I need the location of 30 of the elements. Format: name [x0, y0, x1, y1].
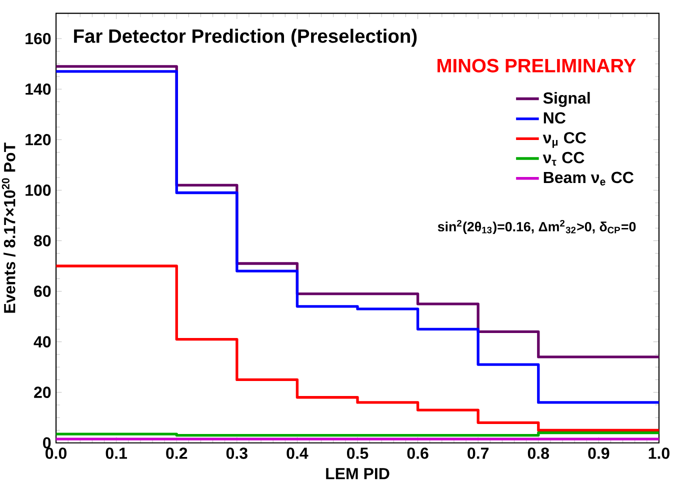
- y-tick-label: 80: [34, 235, 51, 247]
- annotation: MINOS PRELIMINARY: [438, 59, 636, 73]
- y-tick-label: 0: [43, 437, 51, 449]
- text: Far Detector Prediction (Preselection): [74, 29, 417, 47]
- text: sin$^{2}$(2θ$_{13}$)=0.16, Δm$^{2}$$_{32}$>0, δ$_{CP}$=0: [438, 220, 636, 234]
- y-tick-label: 40: [34, 336, 51, 348]
- y-tick-label: 20: [34, 386, 51, 398]
- y-tick-label: 100: [26, 184, 51, 196]
- x-tick-label: 1.0: [648, 448, 670, 460]
- y-axis-title: Events / 8.17×10$^{20}$ PoT: [2, 142, 16, 313]
- legend-label: NC: [544, 112, 566, 124]
- x-tick-label: 0.3: [226, 448, 248, 460]
- x-tick-label: 0.8: [528, 448, 550, 460]
- y-tick-label: 120: [26, 134, 51, 146]
- x-tick-label: 0.9: [588, 448, 610, 460]
- x-axis-title: LEM PID: [326, 468, 390, 480]
- x-tick-label: 0.0: [46, 448, 66, 460]
- x-tick-label: 0.2: [166, 448, 188, 460]
- x-tick-label: 0.7: [468, 448, 489, 460]
- legend-label: ν$_{μ}$ CC: [542, 132, 586, 148]
- y-tick-label: 140: [26, 84, 51, 96]
- x-tick-label: 0.6: [407, 448, 428, 460]
- x-tick-label: 0.4: [286, 448, 308, 460]
- y-tick-label: 160: [26, 33, 51, 44]
- legend-label: Beam ν$_{e}$ CC: [544, 172, 634, 186]
- x-tick-label: 0.1: [106, 448, 128, 460]
- x-tick-label: 0.5: [347, 448, 368, 460]
- legend-label: ν$_{τ}$ CC: [542, 152, 584, 166]
- legend-label: Signal: [543, 92, 590, 108]
- y-tick-label: 60: [34, 286, 51, 298]
